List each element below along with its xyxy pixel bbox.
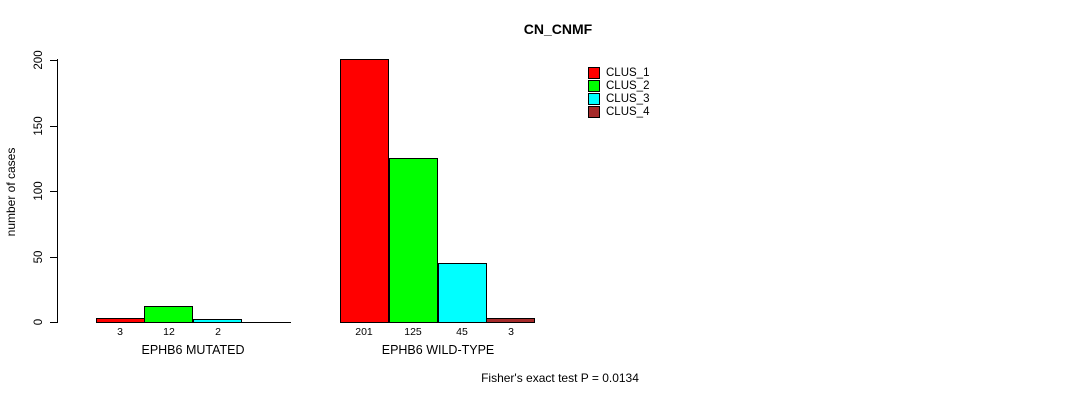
bar-CLUS_2 [389, 158, 438, 323]
legend-label: CLUS_2 [606, 79, 650, 92]
legend-label: CLUS_3 [606, 92, 650, 105]
y-tick-label: 0 [33, 318, 45, 326]
bar-value-label: 3 [117, 326, 123, 338]
category-label: EPHB6 MUTATED [141, 343, 245, 357]
y-tick [50, 191, 57, 192]
bar-CLUS_4-zero [242, 322, 291, 323]
category-label: EPHB6 WILD-TYPE [381, 343, 495, 357]
bar-value-label: 125 [404, 326, 422, 338]
bar-value-label: 201 [355, 326, 373, 338]
legend-swatch-CLUS_2 [588, 79, 600, 92]
bar-CLUS_2 [144, 306, 193, 323]
legend-swatch-CLUS_1 [588, 66, 600, 79]
bar-value-label: 12 [163, 326, 175, 338]
y-axis-label: number of cases [4, 147, 18, 237]
legend-label: CLUS_4 [606, 105, 650, 118]
annotation-text: Fisher's exact test P = 0.0134 [481, 371, 639, 385]
bar-CLUS_1 [96, 318, 145, 323]
legend-item-CLUS_3: CLUS_3 [588, 92, 649, 105]
bar-value-label: 45 [456, 326, 468, 338]
bar-CLUS_3 [193, 319, 242, 323]
y-tick [50, 257, 57, 258]
y-tick [50, 126, 57, 127]
bar-CLUS_3 [438, 263, 487, 323]
bar-CLUS_1 [340, 59, 389, 323]
legend-swatch-CLUS_4 [588, 105, 600, 118]
chart-title: CN_CNMF [523, 21, 593, 37]
y-tick-label: 150 [33, 116, 45, 136]
legend-label: CLUS_1 [606, 66, 650, 79]
legend: CLUS_1 CLUS_2 CLUS_3 CLUS_4 [588, 66, 649, 118]
y-tick [50, 60, 57, 61]
y-tick-label: 200 [33, 50, 45, 70]
y-tick [50, 322, 57, 323]
y-axis-line [57, 59, 58, 323]
y-tick-label: 50 [33, 250, 45, 264]
y-tick-label: 100 [33, 181, 45, 201]
bar-value-label: 3 [508, 326, 514, 338]
legend-item-CLUS_4: CLUS_4 [588, 105, 649, 118]
bar-CLUS_4 [486, 318, 535, 323]
legend-item-CLUS_1: CLUS_1 [588, 66, 649, 79]
legend-swatch-CLUS_3 [588, 92, 600, 105]
legend-item-CLUS_2: CLUS_2 [588, 79, 649, 92]
bar-value-label: 2 [215, 326, 221, 338]
